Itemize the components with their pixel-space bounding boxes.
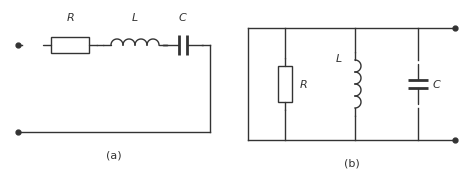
- Bar: [51, 37, 89, 53]
- Text: $R$: $R$: [66, 11, 74, 23]
- Text: $R$: $R$: [299, 78, 308, 90]
- Text: $C$: $C$: [432, 78, 442, 90]
- Text: $L$: $L$: [335, 52, 343, 64]
- Bar: [278, 66, 292, 102]
- Text: (b): (b): [344, 158, 359, 168]
- Text: $L$: $L$: [131, 11, 139, 23]
- Text: (a): (a): [106, 150, 122, 160]
- Text: $C$: $C$: [178, 11, 188, 23]
